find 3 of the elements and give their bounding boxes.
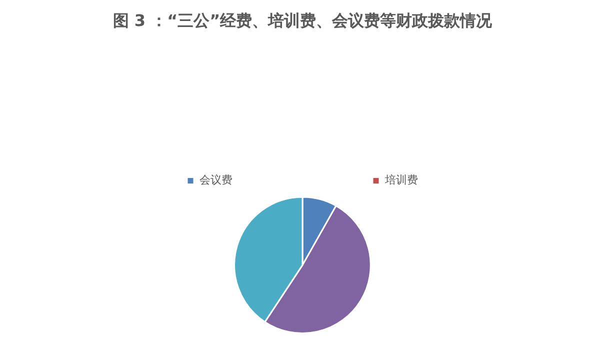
chart-title: 图 3 ：“三公”经费、培训费、会议费等财政拨款情况: [112, 10, 494, 30]
legend-label: 会议费: [200, 174, 232, 187]
legend-label: 培训费: [384, 174, 418, 187]
